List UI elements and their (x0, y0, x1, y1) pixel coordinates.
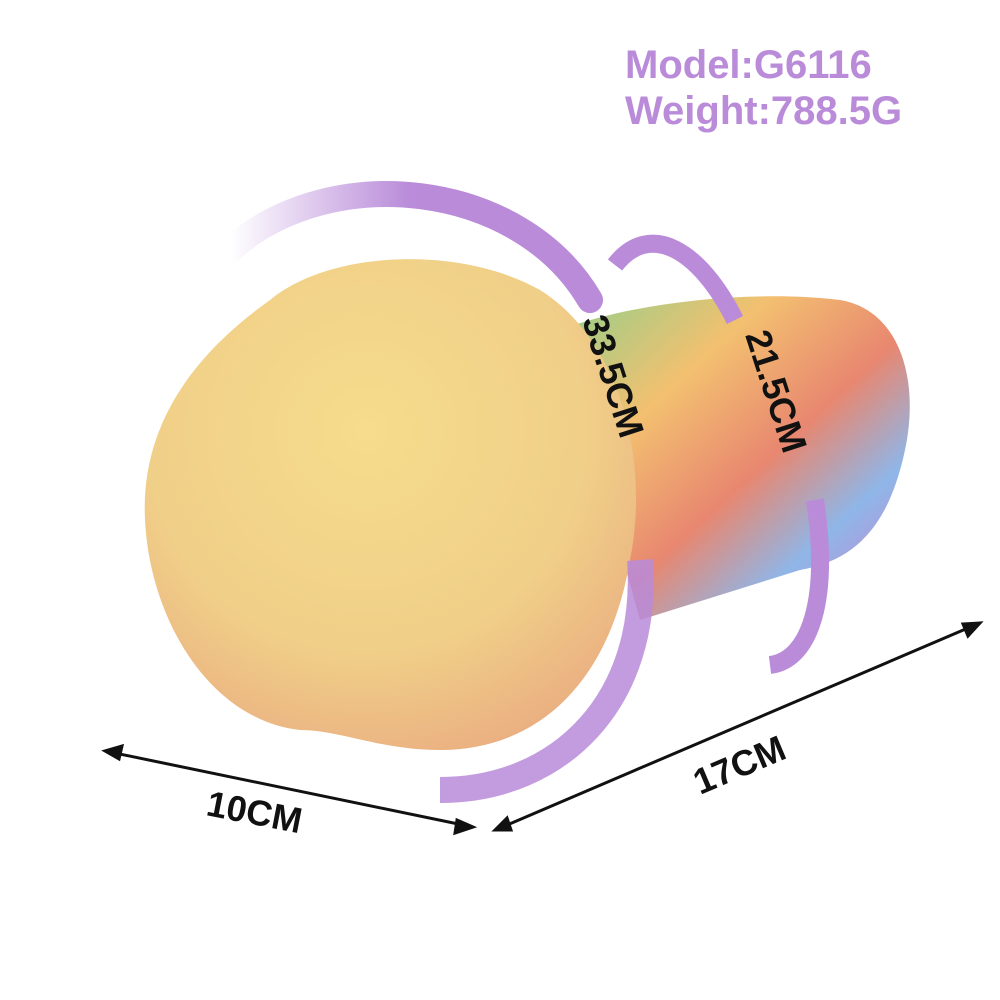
arc-small-top (607, 234, 744, 325)
arrowhead (960, 621, 984, 639)
arc-large-top (217, 181, 603, 313)
arrowhead (101, 743, 125, 762)
arrowhead (491, 815, 514, 832)
width-label: 10CM (203, 783, 305, 842)
length-label: 17CM (687, 727, 791, 802)
model-text: Model:G6116 (625, 43, 872, 87)
length-arrow (499, 623, 976, 830)
arc-large-bottom (439, 559, 654, 803)
arc-small-bottom (768, 498, 829, 674)
product (144, 259, 910, 750)
arrows (101, 621, 984, 836)
weight-text: Weight:788.5G (625, 89, 902, 133)
arrowhead (453, 817, 478, 836)
product-front (144, 259, 637, 750)
width-arrow (109, 750, 469, 828)
